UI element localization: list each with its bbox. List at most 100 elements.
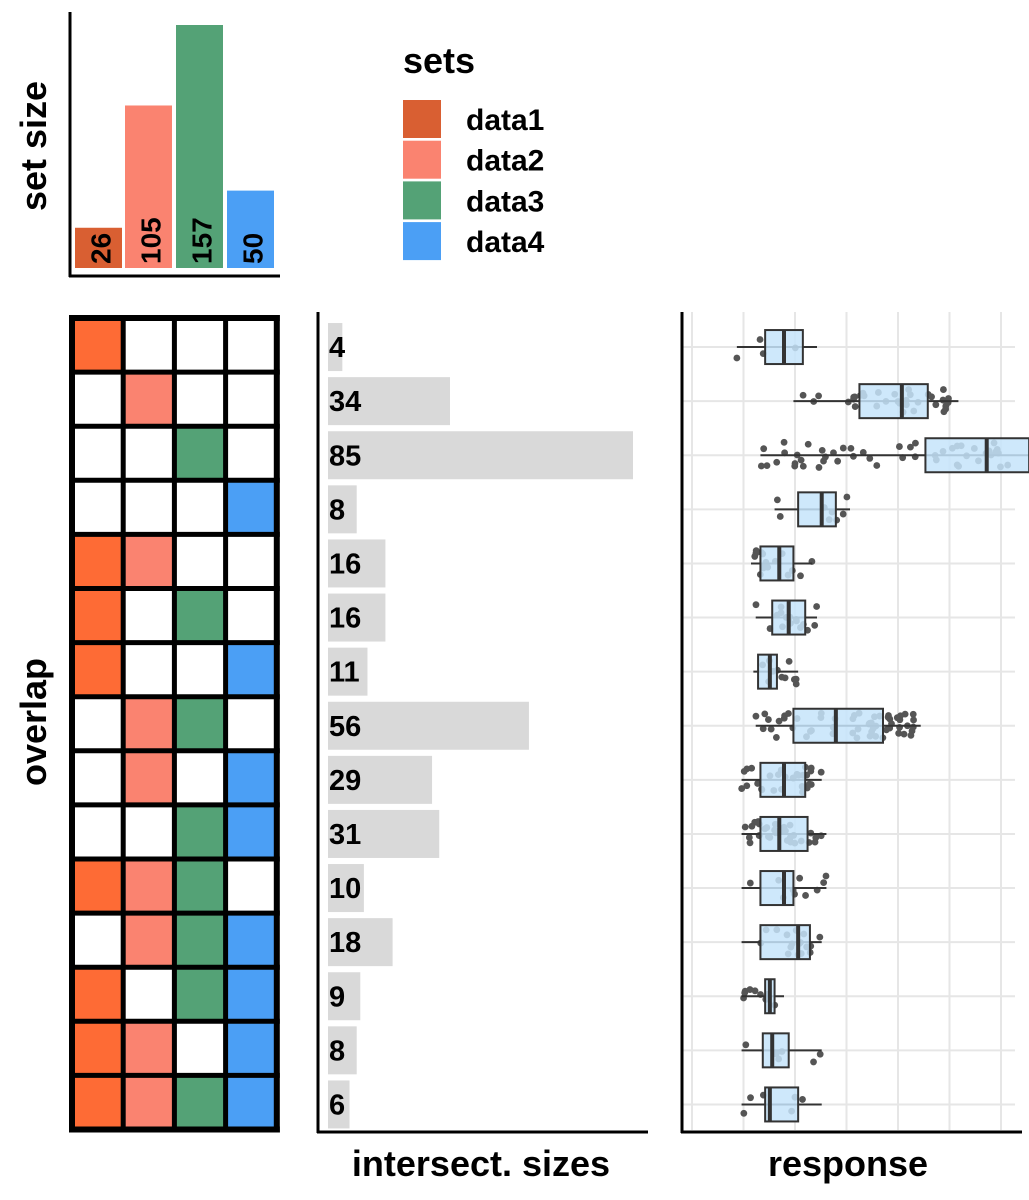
intersect-bar-9 [328, 755, 433, 804]
matrix-cell-r2-data4 [225, 372, 277, 427]
response-point [807, 767, 815, 775]
response-point [746, 839, 754, 847]
matrix-cell-r10-data3 [174, 804, 226, 859]
matrix-cell-r10-data4 [225, 804, 277, 859]
response-point [752, 547, 760, 555]
response-box-2 [858, 383, 929, 420]
matrix-cell-r8-data1 [72, 696, 124, 751]
legend-swatch-data2 [403, 140, 441, 179]
response-point [748, 764, 756, 772]
matrix-cell-r11-data2 [123, 859, 175, 914]
matrix-cell-r14-data4 [225, 1021, 277, 1076]
set-size-bar-data4 [227, 190, 274, 268]
response-point [895, 729, 903, 737]
intersect-label-11: 10 [329, 873, 361, 905]
response-boxes [733, 329, 1029, 1123]
overlap-axis-title: overlap [13, 658, 54, 786]
response-point [747, 1094, 754, 1102]
matrix-cell-r9-data4 [225, 750, 277, 805]
matrix-cell-r8-data3 [174, 696, 226, 751]
response-point [909, 723, 917, 731]
set-size-label-data1: 26 [86, 233, 117, 264]
matrix-cell-r5-data3 [174, 534, 226, 589]
legend-swatch-data1 [403, 100, 441, 138]
set-size-label-data3: 157 [187, 217, 218, 264]
response-point [775, 717, 783, 725]
response-point [799, 391, 807, 399]
response-point [910, 716, 917, 724]
matrix-cell-r13-data1 [72, 967, 124, 1022]
response-point [893, 714, 901, 722]
response-point [752, 712, 760, 720]
response-point [812, 834, 820, 842]
matrix-cell-r3-data4 [225, 426, 277, 481]
intersect-bar-1 [328, 323, 343, 372]
matrix-cell-r7-data3 [174, 642, 226, 697]
set-size-label-data4: 50 [238, 233, 269, 264]
intersect-bar-5 [328, 539, 386, 588]
response-point [859, 449, 867, 456]
response-point [765, 716, 772, 723]
matrix-cell-r7-data2 [123, 642, 175, 697]
intersect-label-7: 11 [329, 657, 360, 689]
intersect-bar-10 [328, 809, 440, 858]
intersect-sizes-panel: 4 34 85 8 16 16 11 56 29 31 10 18 9 8 6 intersect. siz… [316, 312, 648, 1184]
set-size-bar-data3 [176, 25, 223, 268]
matrix-cell-r10-data1 [72, 804, 124, 859]
matrix-cell-r12-data4 [225, 913, 277, 968]
response-point [763, 462, 771, 470]
matrix-cell-r8-data2 [123, 696, 175, 751]
set-size-panel: set size 26 105 157 50 [13, 12, 280, 278]
response-point [741, 823, 749, 831]
matrix-cell-r4-data3 [174, 480, 226, 535]
matrix-cell-r12-data1 [72, 913, 124, 968]
intersect-label-3: 85 [329, 440, 361, 472]
response-point [773, 496, 781, 504]
set-size-bar-data1 [75, 227, 122, 268]
response-point [756, 336, 764, 343]
response-point [773, 458, 781, 466]
response-box-4 [797, 491, 837, 528]
legend-label-data3: data3 [466, 185, 544, 218]
response-point [907, 731, 915, 739]
matrix-cell-r7-data4 [225, 642, 277, 697]
response-point [733, 354, 741, 362]
response-point [912, 439, 919, 447]
matrix-cell-r2-data3 [174, 372, 226, 427]
response-point [776, 513, 784, 520]
response-point [751, 553, 759, 560]
matrix-cell-r15-data3 [174, 1075, 226, 1130]
intersect-bar-7 [328, 647, 368, 696]
response-point [740, 767, 748, 775]
response-point [804, 440, 812, 448]
matrix-cell-r13-data2 [123, 967, 175, 1022]
matrix-cell-r1-data3 [174, 318, 226, 373]
response-point [778, 673, 786, 681]
response-point [882, 726, 890, 734]
intersect-label-5: 16 [329, 548, 361, 580]
response-point [818, 446, 826, 454]
response-box-3 [924, 437, 1029, 474]
response-box-14 [761, 1032, 790, 1069]
response-point [815, 392, 823, 400]
response-point [740, 1109, 748, 1117]
intersect-bar-8 [328, 701, 529, 750]
intersect-label-14: 8 [329, 1035, 345, 1067]
response-point [799, 1096, 806, 1103]
intersect-label-2: 34 [329, 386, 361, 418]
response-point [796, 874, 804, 882]
matrix-cell-r14-data3 [174, 1021, 226, 1076]
matrix-cell-r12-data3 [174, 913, 226, 968]
response-point [811, 621, 819, 629]
matrix-cell-r13-data3 [174, 967, 226, 1022]
matrix-cell-r1-data1 [72, 318, 124, 373]
response-point [928, 393, 935, 401]
response-point [742, 1041, 750, 1049]
response-point [738, 785, 746, 792]
matrix-cell-r4-data1 [72, 480, 124, 535]
response-box-11 [759, 870, 795, 907]
response-point [901, 710, 909, 718]
matrix-cell-r9-data3 [174, 750, 226, 805]
response-point [772, 734, 780, 741]
set-size-bars: 26 105 157 50 [75, 25, 274, 269]
